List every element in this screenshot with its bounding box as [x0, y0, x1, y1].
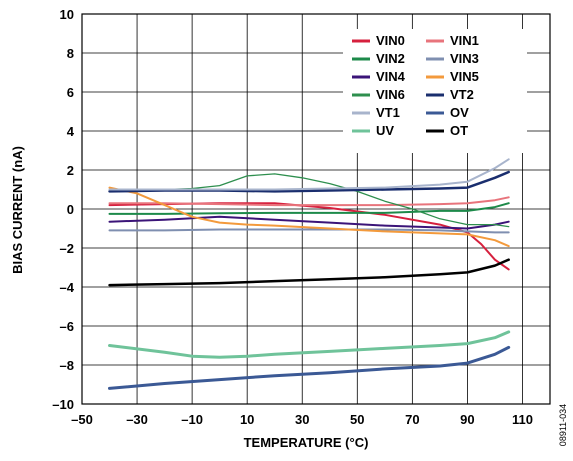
y-tick-label: 8	[67, 46, 74, 61]
legend-label-vin4: VIN4	[376, 69, 406, 84]
series-line-vin5	[108, 186, 510, 248]
x-tick-labels: –50 –30 –10 10 30 50 70 90 110	[71, 412, 533, 427]
legend-label-vin5: VIN5	[450, 69, 479, 84]
legend-label-vin6: VIN6	[376, 87, 405, 102]
legend-label-vt1: VT1	[376, 105, 400, 120]
x-tick-label: 70	[405, 412, 419, 427]
figure-id: 08911-034	[558, 404, 568, 446]
legend-label-uv: UV	[376, 123, 394, 138]
y-tick-label: 10	[60, 7, 74, 22]
series-line-ov	[108, 345, 511, 390]
legend-label-ov: OV	[450, 105, 469, 120]
series-line-vin4	[108, 215, 510, 230]
series-line-uv	[108, 330, 511, 359]
series-line-vt1	[108, 158, 510, 191]
legend: VIN0 VIN1 VIN2 VIN3 VIN4 VIN5 VIN6 VT2 VT1 OV UV OT	[343, 29, 527, 153]
x-tick-label: –30	[126, 412, 148, 427]
y-tick-label: –10	[52, 397, 74, 412]
series-layer	[108, 158, 511, 390]
series-line-vin2	[108, 202, 510, 215]
legend-box	[343, 29, 527, 153]
x-tick-label: 90	[460, 412, 474, 427]
x-axis-title: TEMPERATURE (°C)	[244, 435, 369, 450]
plot-frame	[81, 13, 551, 405]
legend-label-vin2: VIN2	[376, 51, 405, 66]
series-line-vin3	[108, 228, 510, 234]
x-tick-label: –50	[71, 412, 93, 427]
y-tick-label: 6	[67, 85, 74, 100]
series-line-vin1	[108, 196, 510, 207]
y-tick-label: 0	[67, 202, 74, 217]
x-tick-label: 10	[240, 412, 254, 427]
y-tick-labels: 10 8 6 4 2 0 –2 –4 –6 –8 –10	[52, 7, 74, 412]
legend-label-vin0: VIN0	[376, 33, 405, 48]
y-tick-label: –8	[60, 358, 74, 373]
series-line-vin6	[108, 173, 510, 228]
series-line-ot	[108, 258, 510, 287]
y-tick-label: –4	[60, 280, 75, 295]
y-tick-label: –6	[60, 319, 74, 334]
x-tick-label: 50	[350, 412, 364, 427]
y-tick-label: 4	[67, 124, 75, 139]
y-axis-title: BIAS CURRENT (nA)	[10, 146, 25, 274]
y-tick-label: –2	[60, 241, 74, 256]
x-tick-label: 30	[295, 412, 309, 427]
legend-label-ot: OT	[450, 123, 468, 138]
legend-label-vin1: VIN1	[450, 33, 479, 48]
x-tick-label: 110	[512, 412, 533, 427]
x-tick-label: –10	[181, 412, 203, 427]
y-tick-label: 2	[67, 163, 74, 178]
legend-label-vt2: VT2	[450, 87, 474, 102]
legend-label-vin3: VIN3	[450, 51, 479, 66]
